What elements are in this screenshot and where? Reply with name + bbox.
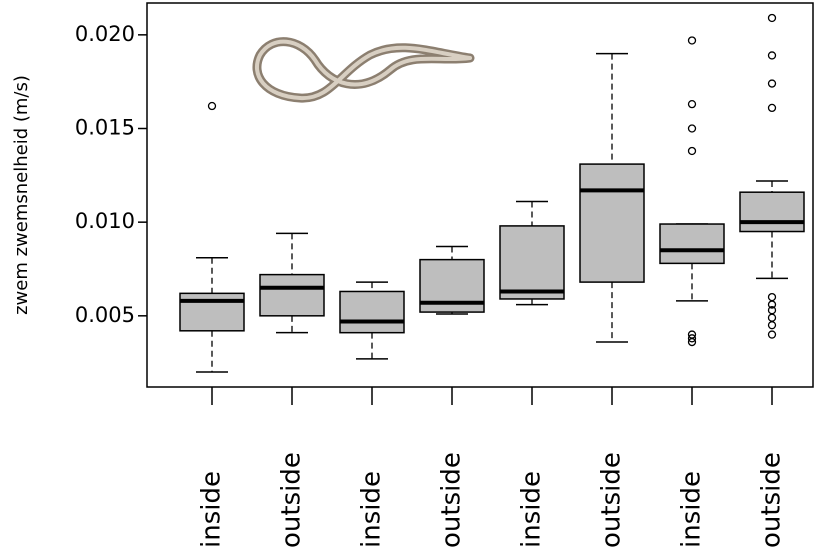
outlier [767, 79, 777, 88]
outlier [767, 321, 777, 330]
x-tick-label: outside [437, 452, 467, 548]
eel-illustration [252, 37, 475, 103]
y-axis-label: zwem zwemsnelheid (m/s) [11, 75, 32, 315]
y-tick-label: 0.020 [75, 22, 135, 46]
outlier [767, 330, 777, 339]
outlier [767, 292, 777, 302]
outlier [767, 13, 777, 23]
outlier [767, 51, 777, 60]
plot-frame [146, 2, 814, 388]
outlier [687, 337, 697, 347]
box [739, 191, 805, 233]
x-tick-label: inside [677, 471, 707, 548]
outlier [767, 313, 777, 322]
outlier [687, 334, 697, 343]
x-tick-label: outside [597, 452, 627, 548]
outlier [687, 146, 697, 156]
box [499, 225, 565, 300]
x-tick-label: outside [277, 452, 307, 548]
x-tick-label: outside [757, 452, 787, 548]
outlier [687, 100, 697, 109]
y-tick-label: 0.010 [75, 209, 135, 233]
outlier [687, 36, 697, 45]
y-tick-label: 0.005 [75, 303, 135, 327]
x-tick-label: inside [517, 471, 547, 548]
outlier [687, 124, 697, 133]
x-tick-label: inside [197, 471, 227, 548]
y-tick-label: 0.015 [75, 116, 135, 140]
box [339, 290, 405, 334]
outlier [207, 101, 217, 111]
outlier [767, 103, 777, 113]
box [259, 273, 325, 317]
outlier [767, 300, 777, 309]
x-tick-label: inside [357, 471, 387, 548]
box [659, 223, 725, 265]
box [579, 163, 645, 283]
